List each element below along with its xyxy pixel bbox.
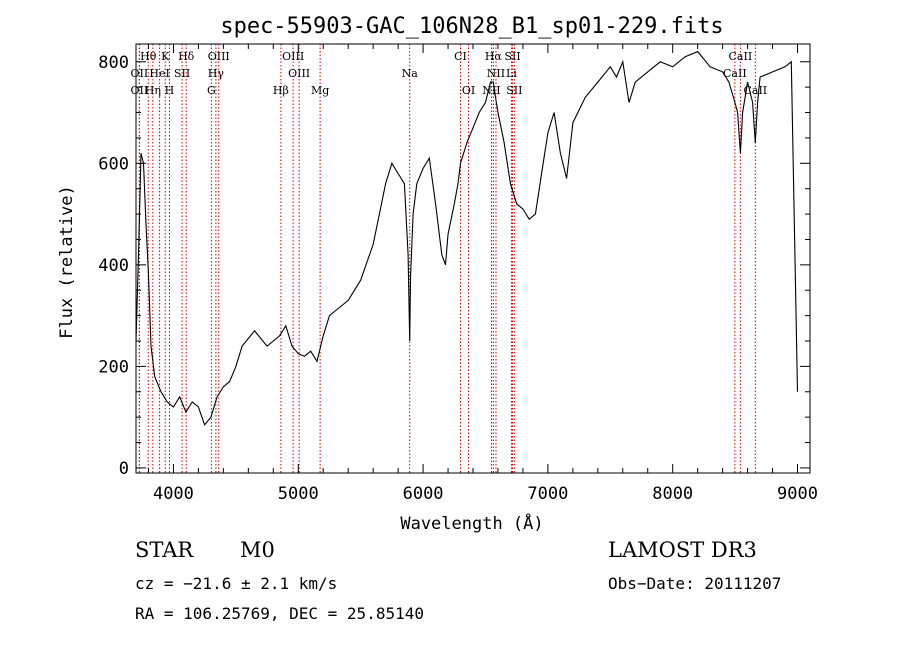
spectrum-series-line [135, 50, 799, 426]
line-label-sii: SII [504, 50, 520, 63]
line-label-oiii: OIII [288, 67, 310, 80]
object-class: STAR [135, 538, 194, 562]
ra-dec-coordinates: RA = 106.25769, DEC = 25.85140 [135, 604, 424, 623]
line-label-na: Na [402, 67, 419, 80]
line-label-ci: CI [454, 50, 467, 63]
y-axis-label: Flux (relative) [57, 185, 77, 339]
line-label-hβ: Hβ [273, 84, 289, 97]
y-tick-label: 200 [98, 357, 129, 377]
line-label-oiii: OIII [208, 50, 230, 63]
observation-date: Obs−Date: 20111207 [608, 574, 782, 593]
line-label-caii: CaII [729, 50, 753, 63]
line-label-oii: OII [131, 84, 149, 97]
line-label-li: Li [506, 67, 517, 80]
line-label-sii: SII [506, 84, 522, 97]
line-label-h: H [165, 84, 175, 97]
line-markers [138, 44, 756, 473]
line-label-g: G [207, 84, 216, 97]
line-label-hθ: Hθ [140, 50, 157, 63]
chart-title: spec-55903-GAC_106N28_B1_sp01-229.fits [220, 14, 723, 39]
line-label-hδ: Hδ [178, 50, 195, 63]
y-tick-label: 600 [98, 154, 129, 174]
y-tick-label: 800 [98, 53, 129, 73]
x-tick-label: 4000 [153, 484, 194, 504]
line-label-mg: Mg [311, 84, 329, 97]
line-label-oii: OII [131, 67, 149, 80]
line-label-hα: Hα [485, 50, 503, 63]
x-tick-label: 8000 [652, 484, 693, 504]
x-tick-label: 6000 [403, 484, 444, 504]
plot-frame [135, 43, 811, 474]
object-subclass: M0 [240, 538, 275, 562]
line-label-oiii: OIII [282, 50, 304, 63]
line-label-hγ: Hγ [208, 67, 225, 80]
x-tick-label: 5000 [278, 484, 319, 504]
x-axis-label: Wavelength (Å) [400, 512, 543, 534]
y-tick-label: 0 [119, 459, 129, 479]
line-label-k: K [161, 50, 170, 63]
line-label-caii: CaII [723, 67, 747, 80]
survey-name: LAMOST DR3 [608, 538, 757, 562]
line-label-nii: NII [487, 67, 505, 80]
line-label-hη: Hη [145, 84, 161, 97]
line-label-oi: OI [462, 84, 475, 97]
redshift-velocity: cz = −21.6 ± 2.1 km/s [135, 574, 338, 593]
x-tick-label: 9000 [777, 484, 818, 504]
line-label-hei: HeI [149, 67, 169, 80]
x-tick-label: 7000 [527, 484, 568, 504]
y-tick-label: 400 [98, 256, 129, 276]
line-label-nii: NII [482, 84, 500, 97]
axis-ticks: 4000 5000 6000 7000 8000 9000 0 200 400 600 800 [98, 44, 818, 504]
line-label-sii: SII [174, 67, 190, 80]
